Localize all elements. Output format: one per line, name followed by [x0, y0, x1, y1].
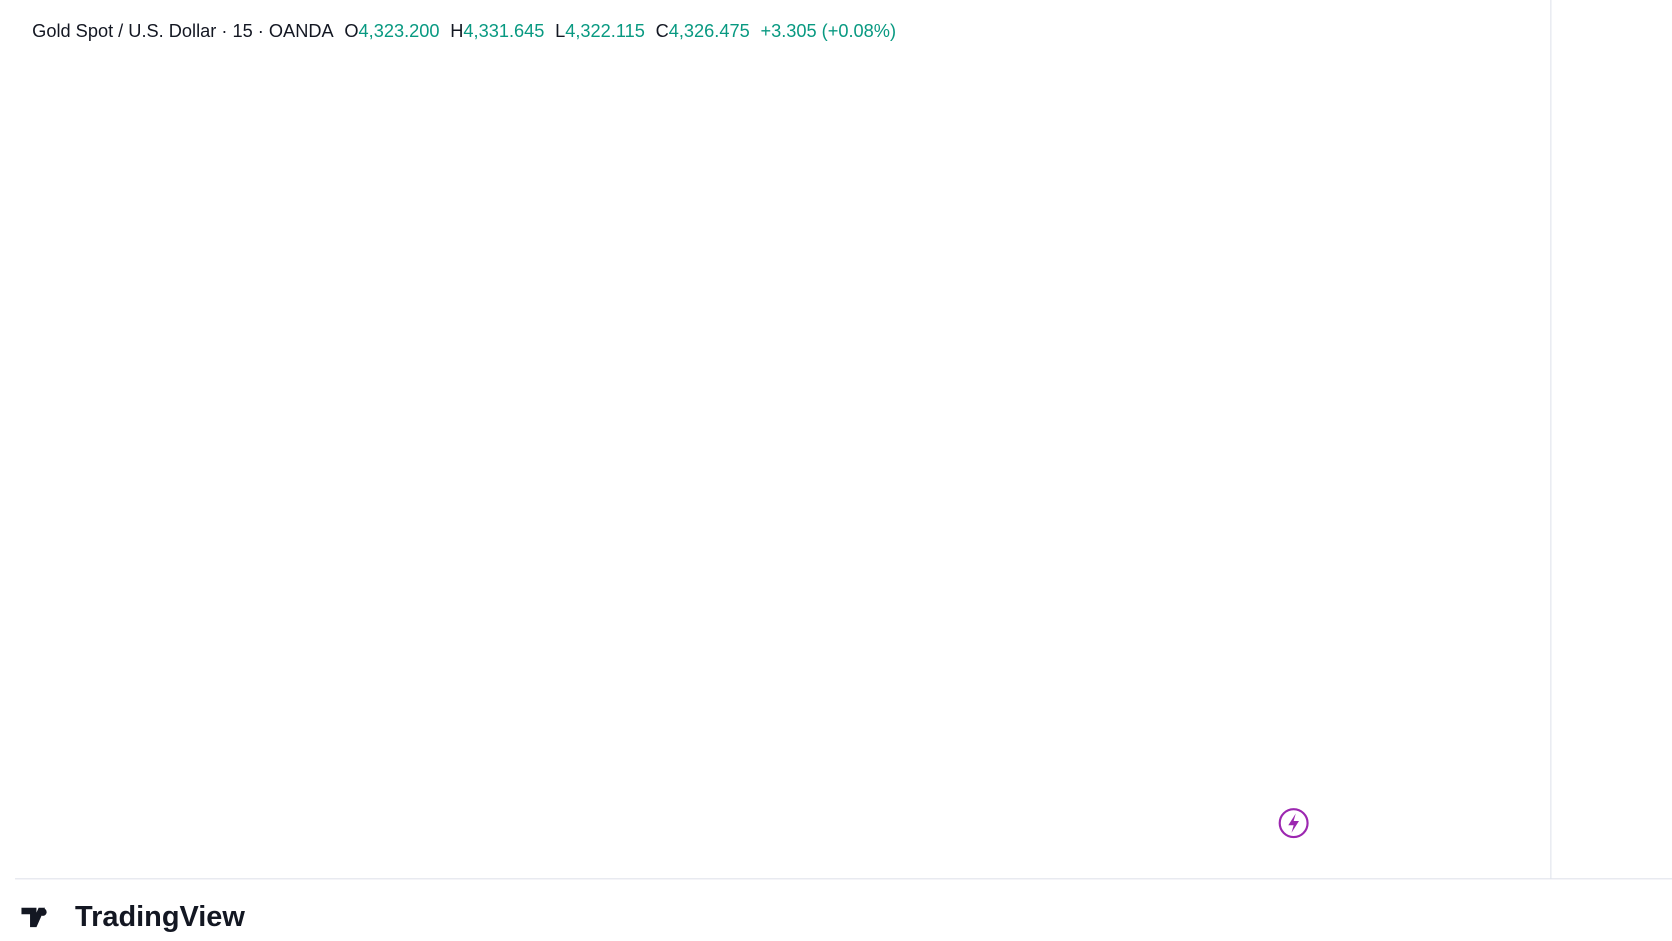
- c-value: 4,326.475: [669, 21, 750, 41]
- brand: TradingView: [75, 901, 245, 933]
- lightning-icon: [1278, 808, 1309, 839]
- symbol: Gold Spot / U.S. Dollar · 15 · OANDA: [32, 21, 334, 41]
- change: +3.305 (+0.08%): [760, 21, 896, 41]
- h-label: H: [450, 21, 463, 41]
- c-label: C: [656, 21, 669, 41]
- h-value: 4,331.645: [463, 21, 544, 41]
- logo: [21, 907, 47, 928]
- legend-header: Gold Spot / U.S. Dollar · 15 · OANDA O4,3…: [32, 21, 896, 41]
- l-value: 4,322.115: [565, 21, 645, 41]
- o-value: 4,323.200: [359, 21, 440, 41]
- o-label: O: [344, 21, 358, 41]
- l-label: L: [555, 21, 565, 41]
